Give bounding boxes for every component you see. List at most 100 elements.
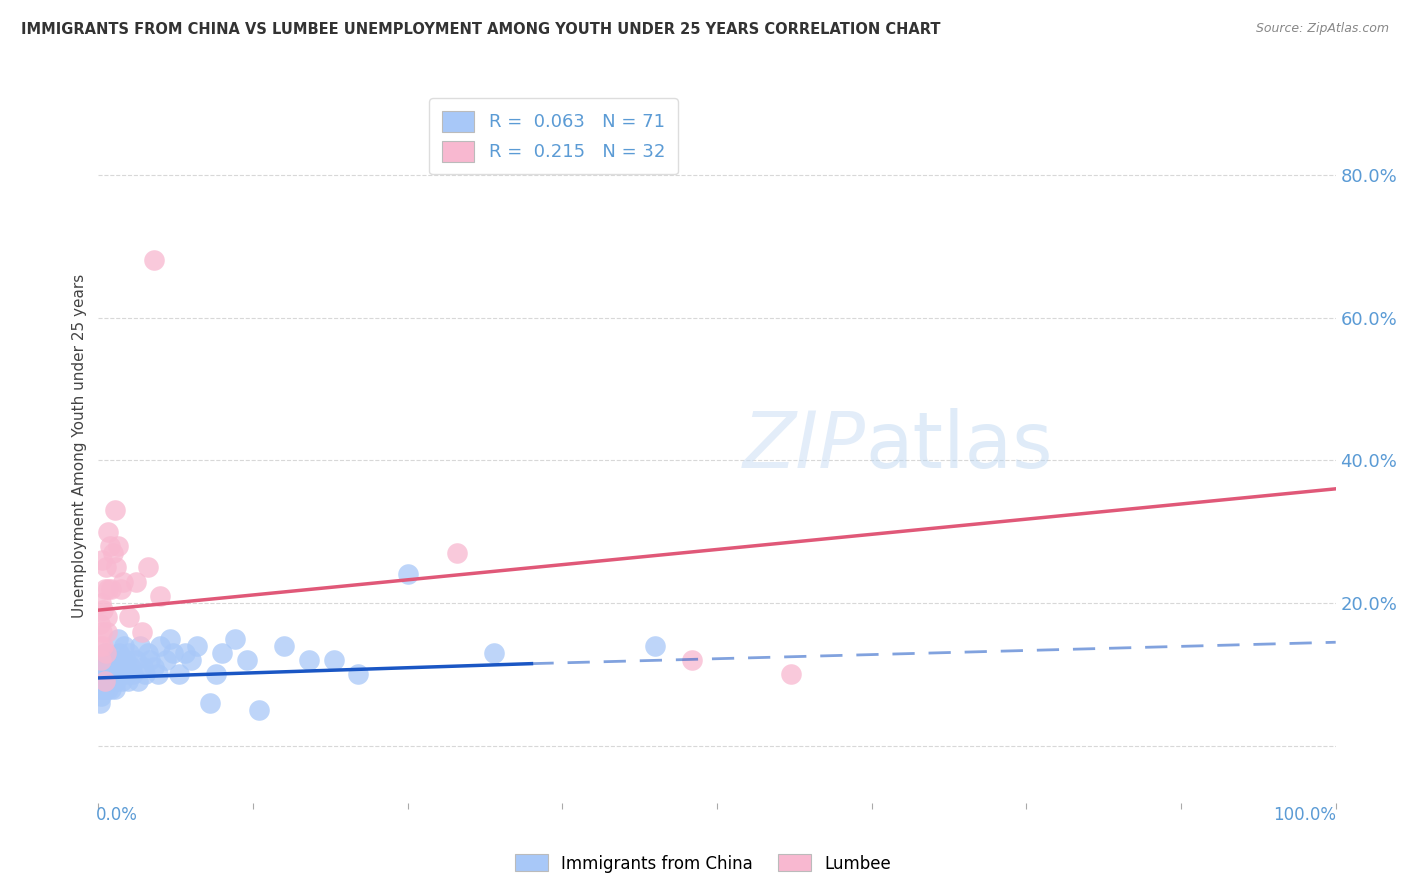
Point [98,539,121,553]
Point [143,660,166,674]
Point [93,681,115,696]
Point [93,646,115,660]
Point [94,667,117,681]
Point [96,624,118,639]
Point [101,653,124,667]
Point [105,653,128,667]
Point [90,653,112,667]
Point [115,667,138,681]
Point [396,567,419,582]
Point [198,696,221,710]
Point [93,660,115,674]
Point [159,632,181,646]
Point [94,646,117,660]
Point [136,560,159,574]
Point [90,674,112,689]
Point [124,574,146,589]
Point [89,696,111,710]
Point [98,674,121,689]
Point [103,546,125,560]
Point [93,674,115,689]
Point [143,253,166,268]
Point [91,624,114,639]
Point [110,582,132,596]
Point [103,674,125,689]
Point [149,639,172,653]
Point [273,639,295,653]
Point [97,667,120,681]
Point [91,667,114,681]
Point [98,660,121,674]
Point [174,646,197,660]
Point [91,553,114,567]
Point [112,574,135,589]
Point [114,653,136,667]
Legend: Immigrants from China, Lumbee: Immigrants from China, Lumbee [508,847,898,880]
Point [155,653,177,667]
Point [484,646,506,660]
Point [180,653,202,667]
Point [90,689,112,703]
Point [118,610,141,624]
Point [103,681,125,696]
Point [247,703,270,717]
Point [90,653,112,667]
Point [89,617,111,632]
Point [211,646,233,660]
Point [127,674,149,689]
Point [94,653,117,667]
Point [103,667,125,681]
Point [446,546,468,560]
Point [681,653,703,667]
Point [93,603,115,617]
Text: atlas: atlas [866,408,1053,484]
Text: ZIP: ZIP [742,408,866,484]
Point [644,639,666,653]
Y-axis label: Unemployment Among Youth under 25 years: Unemployment Among Youth under 25 years [72,274,87,618]
Point [139,653,162,667]
Point [97,681,120,696]
Point [132,660,155,674]
Point [93,639,115,653]
Point [780,667,803,681]
Point [111,674,134,689]
Point [97,582,120,596]
Point [104,674,127,689]
Legend: R =  0.063   N = 71, R =  0.215   N = 32: R = 0.063 N = 71, R = 0.215 N = 32 [429,98,678,174]
Point [146,667,169,681]
Point [122,667,145,681]
Point [298,653,321,667]
Point [120,660,142,674]
Point [90,596,112,610]
Text: Source: ZipAtlas.com: Source: ZipAtlas.com [1256,22,1389,36]
Text: 0.0%: 0.0% [96,806,138,824]
Point [89,681,111,696]
Point [118,646,141,660]
Point [93,582,115,596]
Point [117,674,139,689]
Point [149,589,172,603]
Point [107,539,129,553]
Point [97,524,120,539]
Point [322,653,344,667]
Point [205,667,228,681]
Point [224,632,246,646]
Text: 100.0%: 100.0% [1272,806,1336,824]
Point [100,681,122,696]
Point [96,660,118,674]
Point [103,660,125,674]
Point [100,667,122,681]
Point [129,639,152,653]
Point [89,667,111,681]
Point [186,639,208,653]
Point [107,632,129,646]
Point [91,681,114,696]
Point [112,653,135,667]
Point [93,674,115,689]
Point [100,582,122,596]
Point [136,646,159,660]
Point [89,639,111,653]
Point [236,653,259,667]
Point [110,660,132,674]
Point [112,639,135,653]
